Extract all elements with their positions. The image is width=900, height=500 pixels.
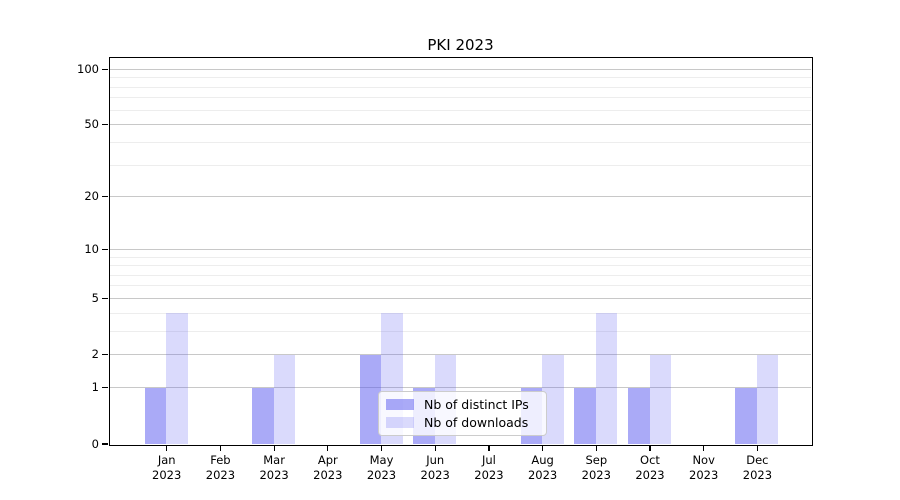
grid-line-minor (110, 86, 811, 88)
y-tick-label: 100 (77, 61, 99, 76)
x-tick-label: Feb 2023 (190, 453, 250, 482)
x-tick-year: 2023 (689, 467, 719, 482)
bar-distinct-ips (252, 387, 274, 444)
x-tick-label: Apr 2023 (298, 453, 358, 482)
bar-downloads (649, 354, 671, 444)
y-tick (102, 387, 108, 389)
y-tick-label: 1 (91, 380, 99, 395)
x-tick (649, 445, 651, 451)
y-tick (102, 354, 108, 356)
y-tick (102, 248, 108, 250)
x-tick (703, 445, 705, 451)
x-tick-year: 2023 (581, 467, 611, 482)
grid-line-minor (110, 164, 811, 166)
x-tick (488, 445, 490, 451)
legend-swatch-downloads (386, 416, 414, 429)
bar-downloads (542, 354, 564, 444)
bar-distinct-ips (735, 387, 757, 444)
bar-downloads (756, 354, 779, 444)
x-tick (756, 445, 759, 451)
x-tick-year: 2023 (420, 467, 450, 482)
x-tick (219, 445, 222, 451)
grid-line-major (110, 196, 811, 198)
x-tick (380, 445, 383, 451)
x-tick-year: 2023 (474, 467, 504, 482)
x-tick-label: Dec 2023 (727, 453, 787, 482)
x-tick-label: Jun 2023 (405, 453, 465, 482)
x-tick-label: Aug 2023 (513, 453, 573, 482)
x-tick-year: 2023 (527, 467, 558, 482)
y-tick-label: 10 (84, 241, 99, 256)
legend-row-distinct-ips: Nb of distinct IPs (386, 397, 539, 412)
y-tick-label: 0 (91, 436, 99, 451)
x-tick-year: 2023 (259, 467, 289, 482)
y-tick (102, 196, 108, 198)
x-tick-label: May 2023 (352, 453, 412, 482)
x-tick-label: Nov 2023 (674, 453, 734, 482)
chart-title: PKI 2023 (427, 36, 494, 54)
grid-line-minor (110, 274, 811, 276)
y-tick (102, 443, 108, 445)
y-tick (102, 297, 108, 300)
legend-label-distinct-ips: Nb of distinct IPs (424, 397, 529, 412)
x-tick-label: Jan 2023 (137, 453, 197, 482)
bar-distinct-ips (144, 387, 167, 444)
x-tick-label: Jul 2023 (459, 453, 519, 482)
x-tick-year: 2023 (205, 467, 236, 482)
x-tick (595, 445, 597, 451)
grid-line-major (110, 387, 811, 389)
grid-line-minor (110, 312, 811, 314)
legend-label-downloads: Nb of downloads (424, 415, 529, 430)
grid-line-minor (110, 141, 811, 143)
grid-line-minor (110, 285, 811, 287)
y-tick-label: 2 (91, 347, 99, 362)
grid-line-major (110, 68, 811, 70)
grid-line-minor (110, 77, 811, 79)
grid-line-minor (110, 256, 811, 258)
legend-swatch-distinct-ips (386, 398, 414, 411)
grid-line-minor (110, 265, 811, 267)
x-tick-year: 2023 (366, 467, 397, 482)
grid-line-major (110, 248, 811, 250)
x-tick-label: Mar 2023 (244, 453, 304, 482)
bar-downloads (166, 313, 188, 444)
bar-distinct-ips (574, 387, 596, 444)
x-tick-year: 2023 (313, 467, 343, 482)
x-tick-year: 2023 (152, 467, 182, 482)
x-tick (542, 445, 544, 451)
bar-downloads (273, 354, 296, 444)
x-tick-label: Sep 2023 (566, 453, 626, 482)
x-tick-year: 2023 (635, 467, 665, 482)
x-tick (434, 445, 436, 451)
grid-line-minor (110, 97, 811, 99)
legend: Nb of distinct IPs Nb of downloads (378, 391, 547, 436)
legend-row-downloads: Nb of downloads (386, 415, 539, 430)
x-tick (273, 445, 275, 451)
grid-line-major (110, 354, 811, 356)
grid-line-major (110, 298, 811, 299)
grid-line-minor (110, 330, 811, 332)
y-tick-label: 50 (84, 117, 99, 132)
grid-line-major (110, 124, 811, 126)
y-tick (102, 124, 108, 126)
bar-distinct-ips (628, 387, 650, 444)
y-tick-label: 20 (84, 189, 99, 204)
bar-downloads (595, 313, 618, 444)
grid-line-minor (110, 109, 811, 111)
y-tick-label: 5 (91, 291, 99, 305)
x-tick-label: Oct 2023 (620, 453, 680, 482)
y-tick (102, 68, 108, 70)
x-tick (166, 445, 168, 451)
x-tick-year: 2023 (742, 467, 773, 482)
x-tick (327, 445, 329, 451)
bar-distinct-ips (359, 354, 381, 444)
